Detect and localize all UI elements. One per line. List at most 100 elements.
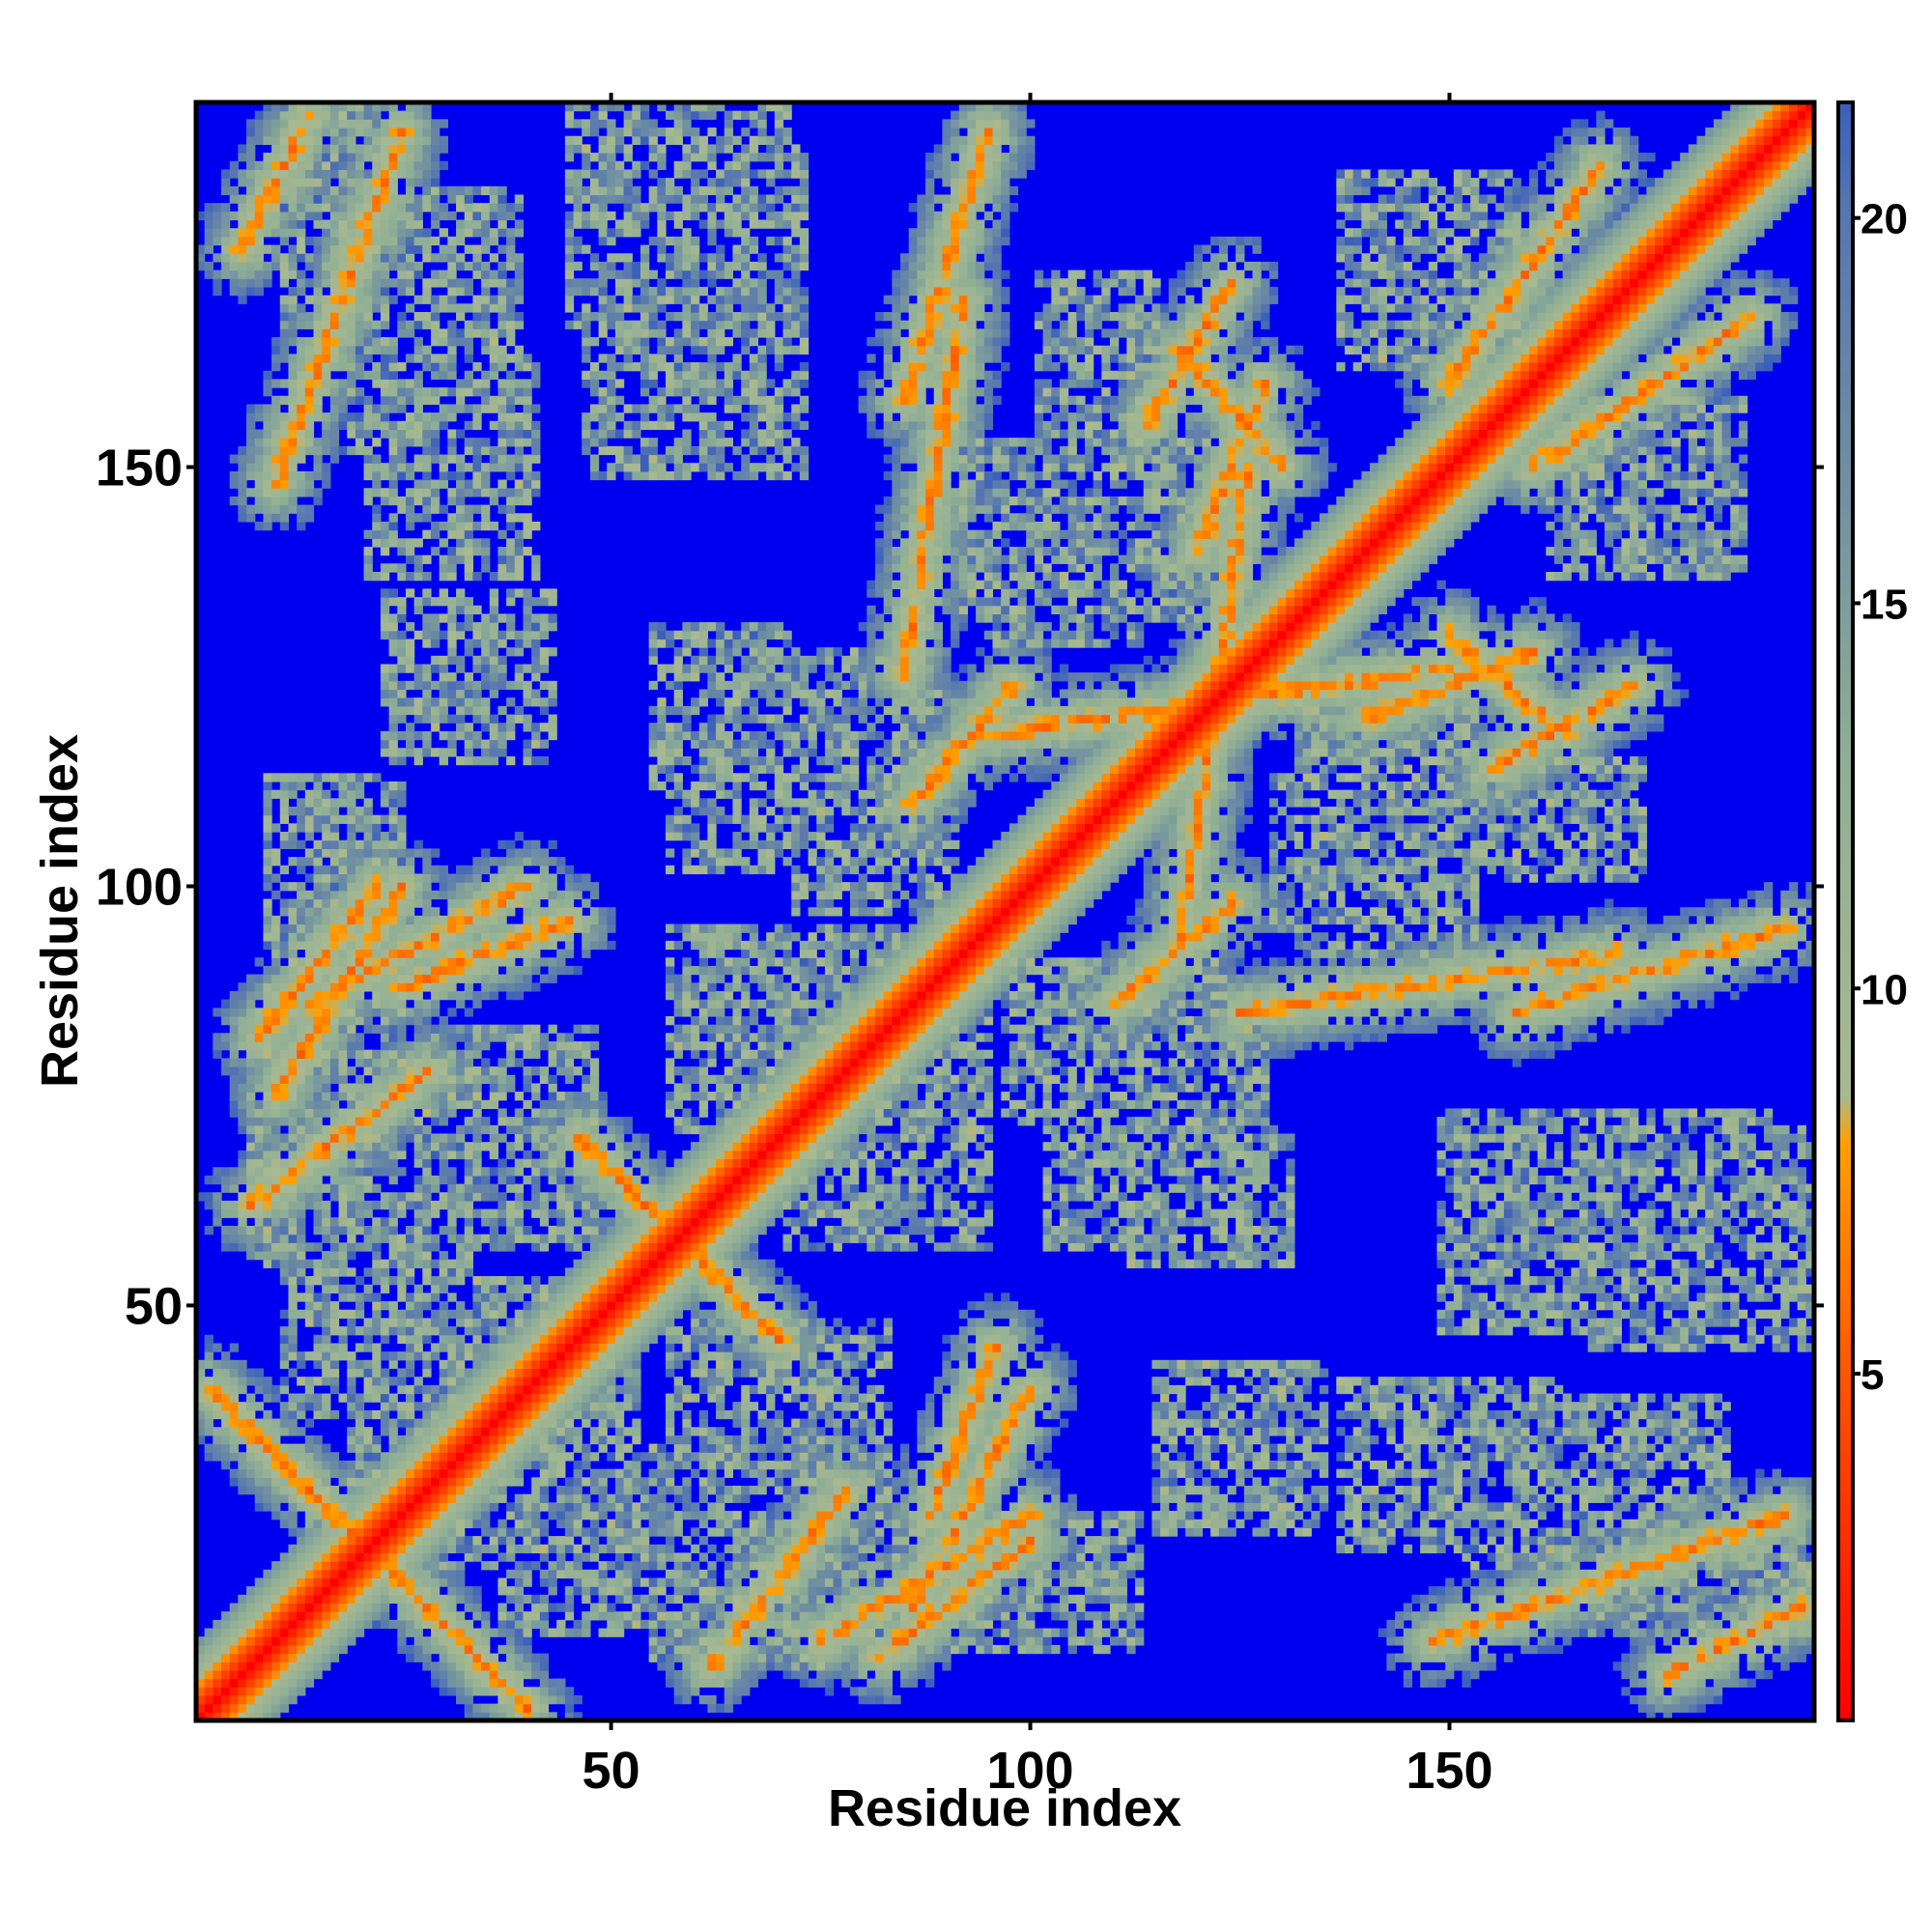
- heatmap-cell: [523, 755, 532, 766]
- heatmap-cell: [481, 463, 491, 472]
- heatmap-cell: [431, 185, 440, 196]
- heatmap-cell: [238, 1485, 247, 1495]
- heatmap-cell: [497, 1611, 507, 1621]
- heatmap-cell: [422, 420, 432, 431]
- heatmap-cell: [271, 1008, 281, 1017]
- heatmap-cell: [246, 119, 256, 128]
- heatmap-cell: [539, 1712, 550, 1721]
- heatmap-cell: [481, 1662, 491, 1671]
- heatmap-cell: [329, 1644, 340, 1655]
- heatmap-cell: [329, 839, 340, 850]
- heatmap-cell: [397, 1083, 407, 1093]
- heatmap-cell: [288, 1569, 298, 1579]
- heatmap-cell: [363, 345, 373, 355]
- heatmap-cell: [464, 1511, 473, 1520]
- heatmap-cell: [514, 1687, 525, 1696]
- heatmap-cell: [196, 1687, 206, 1696]
- heatmap-cell: [279, 789, 290, 799]
- heatmap-cell: [380, 839, 390, 850]
- heatmap-cell: [523, 1577, 532, 1587]
- heatmap-cell: [531, 454, 541, 464]
- heatmap-cell: [388, 730, 398, 741]
- heatmap-cell: [514, 1217, 525, 1227]
- heatmap-cell: [380, 203, 390, 213]
- heatmap-cell: [481, 244, 491, 254]
- heatmap-cell: [279, 463, 290, 472]
- heatmap-cell: [279, 504, 290, 514]
- heatmap-cell: [263, 1435, 272, 1445]
- heatmap-cell: [313, 1552, 323, 1562]
- heatmap-cell: [439, 1158, 448, 1168]
- heatmap-cell: [229, 496, 239, 506]
- heatmap-cell: [363, 873, 373, 883]
- heatmap-cell: [322, 354, 331, 363]
- heatmap-cell: [422, 295, 432, 304]
- heatmap-cell: [355, 194, 365, 204]
- heatmap-cell: [229, 1041, 239, 1051]
- heatmap-cell: [431, 965, 440, 976]
- heatmap-cell: [506, 697, 516, 707]
- heatmap-cell: [304, 1318, 315, 1327]
- heatmap-cell: [405, 270, 415, 279]
- heatmap-cell: [464, 1267, 473, 1277]
- heatmap-cell: [338, 337, 348, 347]
- heatmap-cell: [322, 865, 331, 875]
- heatmap-cell: [523, 1493, 532, 1503]
- heatmap-cell: [254, 1619, 265, 1630]
- heatmap-cell: [313, 798, 323, 808]
- heatmap-cell: [372, 1594, 382, 1605]
- heatmap-cell: [196, 1678, 206, 1688]
- heatmap-cell: [355, 160, 365, 171]
- heatmap-cell: [263, 1083, 272, 1093]
- heatmap-cell: [304, 823, 315, 833]
- heatmap-cell: [338, 128, 348, 137]
- heatmap-cell: [372, 203, 382, 213]
- heatmap-cell: [472, 1326, 482, 1336]
- heatmap-cell: [481, 1502, 491, 1512]
- heatmap-cell: [481, 714, 491, 724]
- heatmap-cell: [304, 169, 315, 179]
- heatmap-cell: [322, 1409, 331, 1420]
- heatmap-cell: [288, 1687, 298, 1696]
- heatmap-cell: [279, 470, 290, 481]
- heatmap-cell: [304, 1033, 315, 1042]
- heatmap-cell: [497, 546, 507, 556]
- heatmap-cell: [246, 1586, 256, 1596]
- heatmap-cell: [481, 1527, 491, 1537]
- heatmap-cell: [254, 1577, 265, 1587]
- heatmap-cell: [481, 1712, 491, 1721]
- heatmap-cell: [447, 949, 457, 958]
- heatmap-cell: [447, 1150, 457, 1160]
- heatmap-cell: [338, 1015, 348, 1026]
- heatmap-cell: [489, 420, 499, 431]
- heatmap-cell: [221, 1703, 231, 1713]
- heatmap-cell: [322, 303, 331, 313]
- heatmap-cell: [481, 1024, 491, 1034]
- heatmap-cell: [372, 1117, 382, 1126]
- heatmap-cell: [431, 504, 440, 514]
- heatmap-cell: [363, 1167, 373, 1177]
- heatmap-cell: [279, 1066, 290, 1076]
- heatmap-cell: [380, 379, 390, 388]
- heatmap-cell: [279, 1636, 290, 1646]
- heatmap-cell: [413, 1644, 423, 1655]
- heatmap-cell: [531, 1276, 541, 1286]
- heatmap-cell: [539, 1577, 550, 1587]
- heatmap-cell: [523, 974, 532, 983]
- heatmap-cell: [523, 1377, 532, 1386]
- heatmap-cell: [489, 1301, 499, 1311]
- heatmap-cell: [221, 261, 231, 271]
- heatmap-cell: [372, 1393, 382, 1403]
- heatmap-cell: [481, 1276, 491, 1286]
- heatmap-cell: [431, 1066, 440, 1076]
- heatmap-cell: [304, 1402, 315, 1411]
- heatmap-cell: [279, 898, 290, 908]
- heatmap-cell: [439, 1150, 448, 1160]
- heatmap-cell: [439, 923, 448, 933]
- heatmap-cell: [254, 1250, 265, 1261]
- heatmap-cell: [271, 488, 281, 497]
- heatmap-cell: [405, 1293, 415, 1302]
- heatmap-cell: [388, 470, 398, 481]
- heatmap-cell: [271, 194, 281, 204]
- heatmap-cell: [380, 890, 390, 900]
